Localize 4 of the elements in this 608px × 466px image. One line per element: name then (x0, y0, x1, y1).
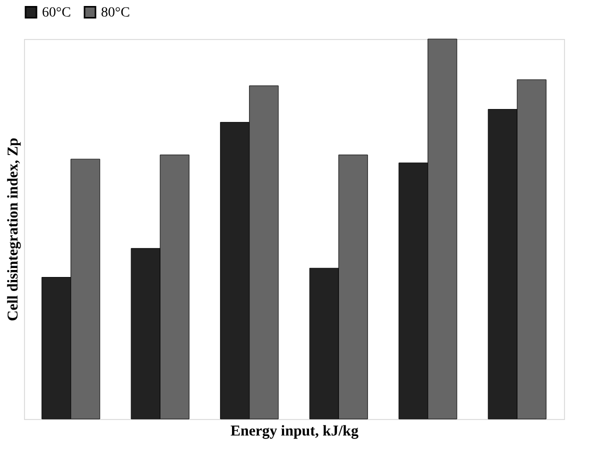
x-axis-title: Energy input, kJ/kg (230, 424, 359, 440)
y-axis-title: Cell disintegration index, Zp (6, 138, 22, 322)
legend-label: 60°C (42, 5, 71, 20)
legend-label: 80°C (101, 5, 130, 20)
